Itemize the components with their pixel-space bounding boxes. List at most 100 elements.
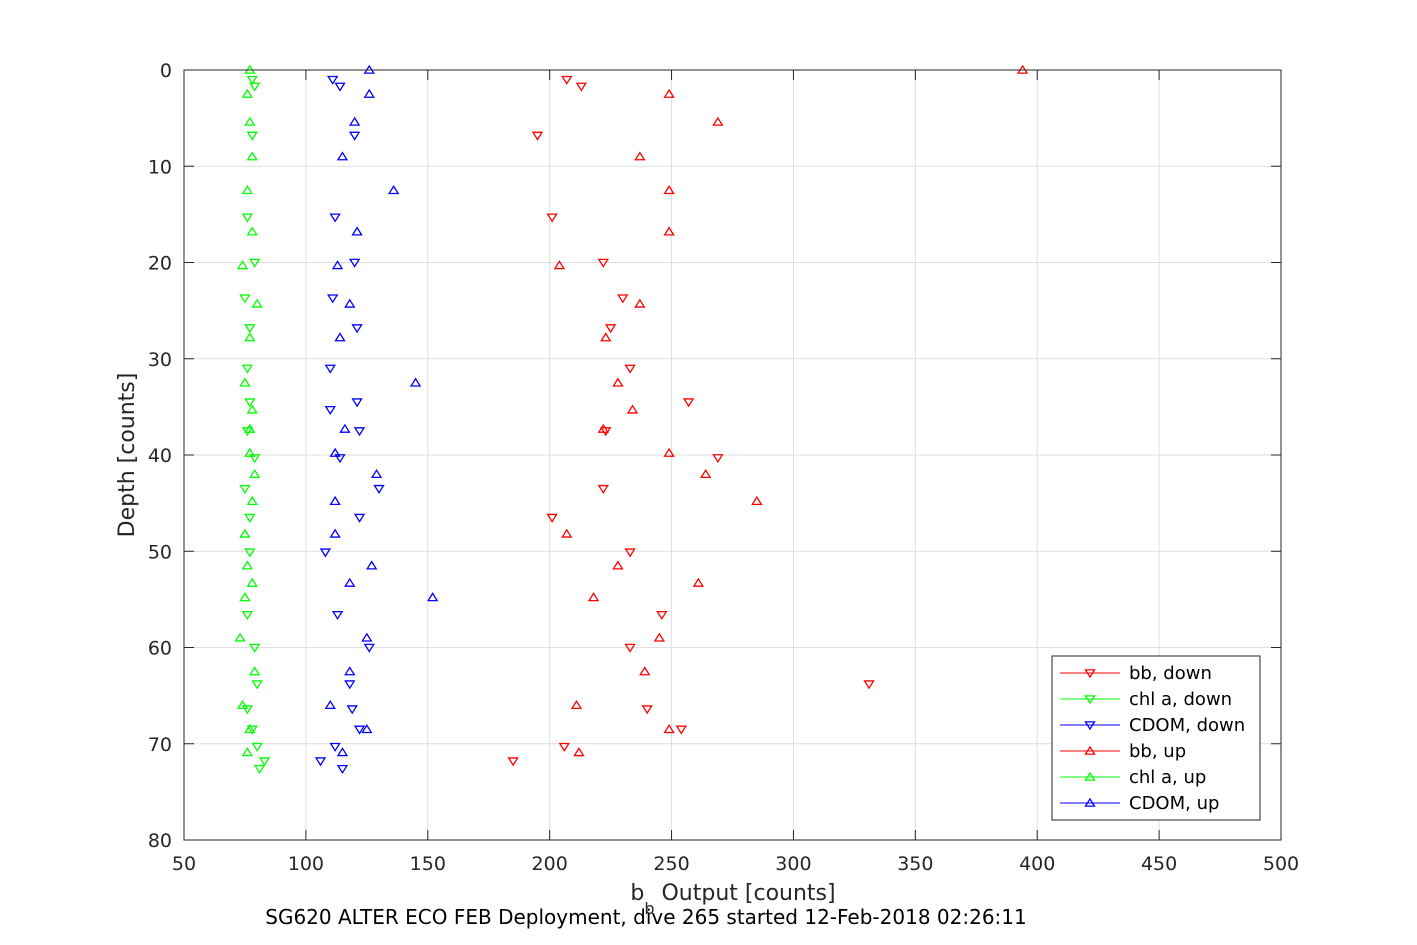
x-axis-label-rest: Output [counts] [655,881,836,906]
data-point [409,377,422,387]
data-point [336,151,349,161]
data-point [329,447,341,457]
data-point [244,513,256,523]
data-point [600,332,612,342]
grid-lines [184,70,1281,840]
data-point [348,258,361,268]
data-point [712,116,724,126]
data-point [573,747,585,757]
x-tick-label: 300 [775,853,811,875]
data-point [239,377,251,387]
data-point [234,632,246,642]
data-point [236,260,249,270]
data-point [624,548,636,558]
data-point [249,666,261,676]
data-point [344,298,356,308]
data-point [239,528,251,538]
data-point [324,364,336,374]
data-point [239,484,251,494]
data-point [641,705,653,715]
data-point [712,454,724,464]
data-point [324,699,336,710]
data-point [329,495,341,506]
data-point [241,213,254,223]
legend-entry: bb, down [1129,663,1212,684]
data-point [249,643,261,653]
data-point [327,75,339,85]
data-point [656,610,668,621]
data-point [251,298,263,308]
data-point [241,705,254,715]
data-point [363,88,375,98]
data-point [426,592,439,602]
data-point [604,324,617,334]
data-point [351,226,363,236]
y-tick-label: 50 [148,541,172,563]
x-tick-label: 500 [1263,853,1299,875]
y-tick-label: 0 [160,60,172,82]
data-point [507,757,519,767]
x-tick-label: 50 [172,853,196,875]
legend-entry: chl a, up [1129,767,1206,788]
data-point [334,454,346,464]
legend-marker [1084,745,1096,755]
x-tick-label: 250 [653,853,689,875]
data-point [612,560,624,570]
data-point [363,643,375,653]
data-point [251,742,263,752]
data-point [241,364,254,374]
data-point [546,213,558,223]
data-point [751,495,763,506]
x-tick-label: 100 [288,853,324,875]
data-point [353,513,366,523]
data-point [336,764,349,775]
data-point [246,404,258,414]
data-point [244,423,256,433]
data-point [239,592,251,602]
data-point [663,724,675,734]
data-point [663,447,675,457]
data-point [258,757,271,767]
data-point [241,560,254,570]
legend-marker [1084,771,1096,781]
data-point [336,747,349,757]
data-point [331,260,344,270]
data-point [244,332,256,342]
x-axis-label-main: b [630,881,644,906]
x-tick-label: 350 [897,853,933,875]
data-point [246,495,258,506]
data-point [561,75,573,85]
data-point [653,632,666,642]
data-point [334,332,346,342]
data-point [244,398,256,408]
data-point [344,680,356,690]
data-point [241,747,254,757]
data-point [244,548,256,558]
data-point [244,447,256,457]
legend-marker [1084,695,1096,705]
data-point [597,484,609,494]
x-tick-label: 200 [532,853,568,875]
data-point [249,468,261,479]
y-tick-label: 80 [148,830,172,852]
data-point [863,680,875,690]
data-point [351,398,363,408]
data-point [246,131,258,141]
legend-entry: CDOM, down [1129,715,1245,736]
data-point [244,324,256,334]
data-point [663,88,675,98]
data-point [249,258,261,268]
y-axis-label: Depth [counts] [115,373,140,538]
legend-entry: bb, up [1129,741,1186,762]
data-point [246,151,258,161]
data-point [236,699,249,710]
data-point [339,423,351,433]
x-axis-label: bb Output [counts] [630,881,835,918]
data-point [639,666,651,676]
data-point [327,294,339,304]
data-point [361,632,373,642]
data-point [249,82,261,92]
data-point [353,427,366,437]
data-point [246,226,258,236]
data-point [692,577,705,587]
